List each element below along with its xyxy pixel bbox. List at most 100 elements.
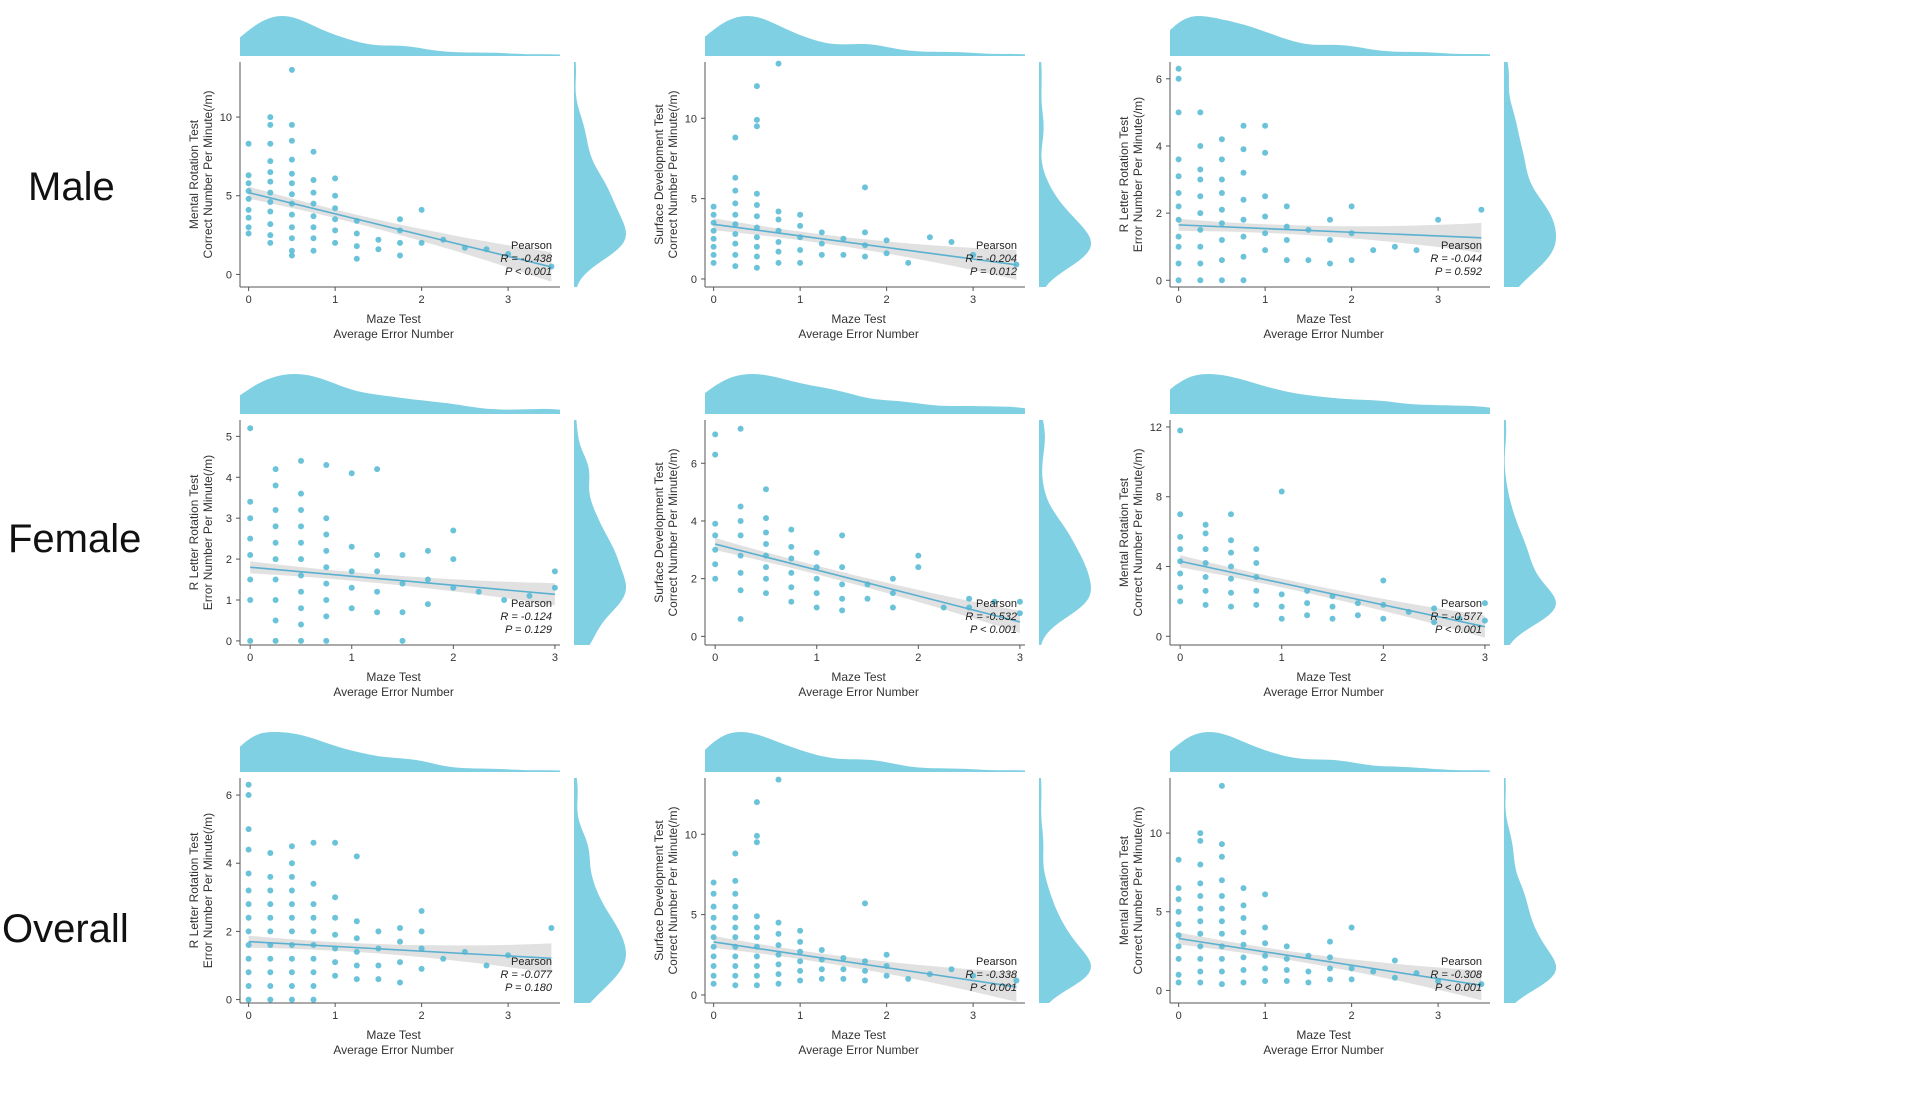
data-point [753,253,760,260]
x-tick-label: 2 [419,294,425,306]
y-tick-label: 6 [691,458,697,470]
data-point [839,564,846,571]
x-tick-label: 2 [1380,652,1386,664]
data-point [247,535,254,542]
data-point [862,958,868,965]
data-point [1262,978,1269,984]
data-point [737,532,744,539]
data-point [1175,75,1182,82]
data-point [310,996,317,1003]
y-tick-label: 5 [226,431,232,443]
data-point [551,568,558,575]
data-point [813,549,820,556]
data-point [1327,954,1333,961]
data-point [862,184,868,191]
data-point [797,211,804,218]
data-point [1175,856,1182,863]
data-point [1197,193,1204,200]
x-axis-label: Maze Test [366,670,421,684]
data-point [915,564,922,571]
data-point [245,195,252,202]
data-point [310,200,317,207]
stats-r: R = -0.204 [965,253,1017,265]
data-point [272,617,279,624]
data-point [797,948,804,955]
data-point [710,934,717,941]
data-point [710,903,717,910]
data-point [1413,247,1420,254]
y-tick-label: 4 [1156,562,1162,574]
x-axis-label: Maze Test [1296,1028,1351,1042]
x-axis-label: Maze Test [1296,312,1351,326]
data-point [450,556,457,563]
x-tick-label: 1 [1262,1010,1268,1022]
data-point [323,462,330,468]
regression-line [248,191,552,268]
data-point [353,948,360,955]
data-point [310,247,317,254]
data-point [737,503,744,510]
data-point [332,192,339,199]
data-point [970,972,977,979]
data-point [353,962,360,969]
stats-p: P < 0.001 [970,982,1017,994]
x-tick-label: 2 [1349,294,1355,306]
data-point [712,546,719,553]
stats-label: Pearson [511,956,552,968]
data-point [247,515,254,522]
data-point [267,178,274,185]
x-axis-label: Maze Test [831,1028,886,1042]
data-point [1478,206,1485,213]
data-point [710,953,717,960]
data-point [288,247,295,254]
data-point [712,451,719,458]
data-point [267,928,274,935]
data-point [1197,166,1204,173]
data-point [1175,971,1182,978]
y-tick-label: 1 [226,595,232,607]
stats-label: Pearson [976,956,1017,968]
data-point [272,482,279,489]
data-point [245,172,252,179]
data-point [775,930,782,937]
data-point [323,637,330,644]
x-tick-label: 0 [246,294,252,306]
data-point [753,963,760,969]
data-point [732,187,739,194]
data-point [418,928,425,935]
y-axis-label: Error Number Per Minute(/m) [1131,97,1145,252]
data-point [1175,109,1182,116]
data-point [1348,230,1355,237]
data-point [1175,190,1182,196]
data-point [375,962,382,969]
data-point [710,235,717,242]
data-point [332,972,339,979]
data-point [737,616,744,622]
data-point [1304,600,1311,607]
data-point [710,914,717,921]
data-point [797,967,804,974]
data-point [732,240,739,247]
data-point [310,213,317,220]
data-point [1218,190,1225,196]
data-point [288,860,295,867]
data-point [710,963,717,969]
x-marginal-density [1170,16,1490,56]
y-axis-label: Correct Number Per Minute(/m) [1131,448,1145,616]
data-point [332,959,339,966]
data-point [775,239,782,245]
stats-label: Pearson [1441,598,1482,610]
data-point [753,972,760,979]
data-point [288,901,295,908]
data-point [353,918,360,925]
data-point [763,486,769,493]
data-point [298,556,304,563]
x-tick-label: 1 [1279,652,1285,664]
y-tick-label: 4 [691,516,697,528]
data-point [1228,563,1234,570]
data-point [732,251,739,258]
data-point [1197,893,1204,899]
data-point [245,206,252,213]
x-marginal-density [705,16,1025,56]
data-point [1202,560,1209,566]
